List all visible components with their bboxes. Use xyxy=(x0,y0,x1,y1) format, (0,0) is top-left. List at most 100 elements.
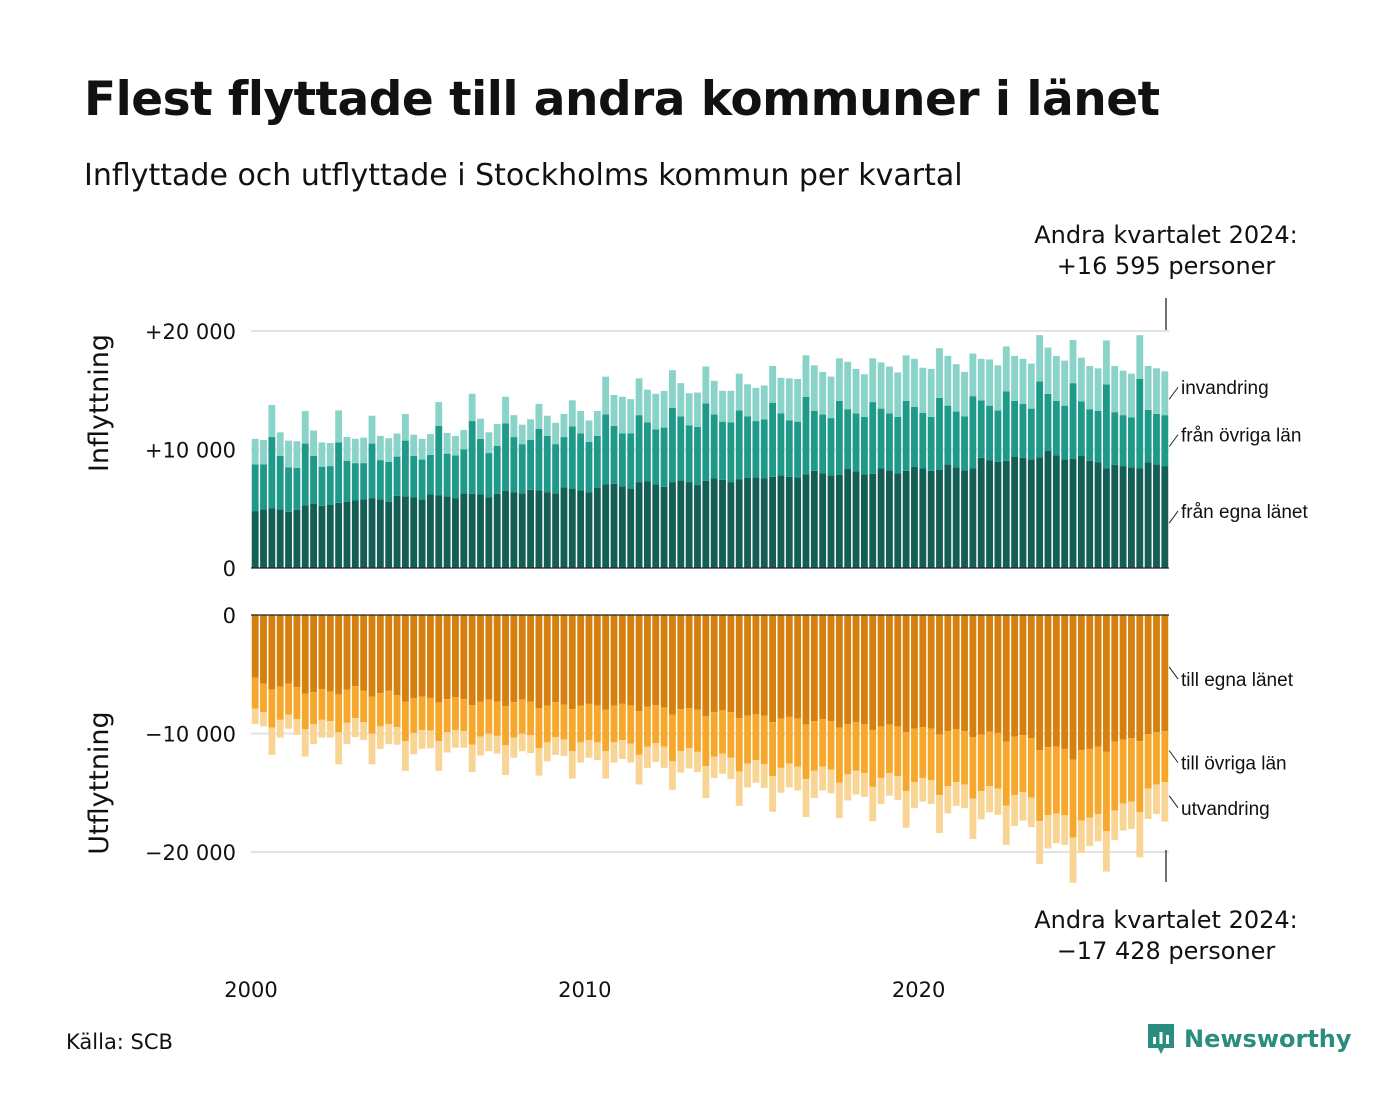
bar-out-till-ovriga-lan xyxy=(819,719,827,767)
bar-out-utvandring xyxy=(886,773,893,796)
bar-in-fran-ovriga-lan xyxy=(869,402,877,474)
bar-in-invandring xyxy=(994,365,1002,411)
bar-in-fran-egna-lanet xyxy=(1086,460,1094,568)
bar-out-utvandring xyxy=(1102,831,1110,872)
bar-out-till-ovriga-lan xyxy=(1136,741,1144,813)
bar-out-utvandring xyxy=(702,766,710,799)
inflow-series-label: invandring xyxy=(1181,378,1269,399)
bar-out-utvandring xyxy=(944,786,952,814)
bar-in-invandring xyxy=(602,376,610,415)
bar-out-utvandring xyxy=(860,773,868,797)
bar-out-utvandring xyxy=(652,742,660,762)
bar-out-till-ovriga-lan xyxy=(568,709,576,752)
bar-out-till-egna-lanet xyxy=(1002,615,1010,742)
bar-out-till-egna-lanet xyxy=(819,615,827,720)
bar-in-invandring xyxy=(1136,335,1144,379)
bar-out-till-egna-lanet xyxy=(460,615,468,700)
bar-in-fran-egna-lanet xyxy=(477,494,484,568)
bar-in-fran-ovriga-lan xyxy=(385,461,393,502)
bar-out-utvandring xyxy=(1002,805,1010,845)
bar-in-invandring xyxy=(435,402,443,426)
bar-in-invandring xyxy=(351,438,359,464)
bar-out-till-ovriga-lan xyxy=(310,692,318,725)
bar-in-invandring xyxy=(460,429,468,450)
outflow-bars xyxy=(251,615,1169,883)
bar-in-fran-egna-lanet xyxy=(794,477,802,568)
chart-title: Flest flyttade till andra kommuner i län… xyxy=(84,72,1160,127)
bar-out-till-ovriga-lan xyxy=(735,718,743,772)
bar-out-till-ovriga-lan xyxy=(452,697,459,730)
bar-out-till-ovriga-lan xyxy=(643,706,651,747)
bar-in-fran-ovriga-lan xyxy=(719,421,726,480)
bar-in-fran-egna-lanet xyxy=(410,497,418,568)
annotation-in-value: +16 595 personer xyxy=(1057,252,1276,280)
bar-in-fran-ovriga-lan xyxy=(376,460,384,500)
bar-in-invandring xyxy=(977,358,985,401)
bar-out-till-egna-lanet xyxy=(635,615,643,711)
bar-in-invandring xyxy=(710,380,718,415)
bar-in-invandring xyxy=(552,422,560,445)
bar-out-utvandring xyxy=(710,756,718,778)
bar-in-invandring xyxy=(1036,335,1044,382)
bar-out-utvandring xyxy=(994,788,1002,815)
bar-in-invandring xyxy=(835,358,843,401)
bar-in-fran-egna-lanet xyxy=(844,469,852,568)
bar-out-utvandring xyxy=(1144,788,1152,819)
bar-out-till-egna-lanet xyxy=(602,615,610,710)
bar-in-fran-egna-lanet xyxy=(1136,468,1144,568)
bar-out-till-ovriga-lan xyxy=(385,690,393,725)
bar-in-invandring xyxy=(368,415,376,444)
bar-in-invandring xyxy=(1077,357,1085,402)
bar-out-utvandring xyxy=(643,746,651,768)
bar-out-till-egna-lanet xyxy=(1027,615,1035,739)
bar-in-fran-ovriga-lan xyxy=(1128,417,1135,468)
bar-out-utvandring xyxy=(785,763,793,788)
bar-out-utvandring xyxy=(351,718,359,738)
bar-out-utvandring xyxy=(468,744,476,773)
bar-out-till-egna-lanet xyxy=(1128,615,1135,739)
bar-in-fran-ovriga-lan xyxy=(635,415,643,483)
bar-in-fran-ovriga-lan xyxy=(1077,401,1085,457)
annotation-in-label: Andra kvartalet 2024: xyxy=(1034,221,1298,249)
bar-out-till-egna-lanet xyxy=(393,615,401,695)
outflow-label-leader xyxy=(1168,750,1179,763)
bar-in-fran-ovriga-lan xyxy=(560,437,568,488)
bar-in-fran-egna-lanet xyxy=(627,488,635,568)
bar-in-fran-ovriga-lan xyxy=(343,460,351,502)
bar-out-till-egna-lanet xyxy=(769,615,777,723)
bar-out-utvandring xyxy=(552,737,560,755)
bar-in-fran-ovriga-lan xyxy=(994,410,1002,462)
bar-in-fran-ovriga-lan xyxy=(860,416,868,475)
bar-in-fran-egna-lanet xyxy=(385,501,393,568)
bar-out-utvandring xyxy=(1094,814,1102,842)
bar-out-till-egna-lanet xyxy=(643,615,651,707)
bar-in-fran-ovriga-lan xyxy=(886,413,893,471)
bar-out-till-ovriga-lan xyxy=(460,699,468,732)
bar-in-invandring xyxy=(986,359,993,406)
bar-out-till-egna-lanet xyxy=(1077,615,1085,751)
bar-in-fran-ovriga-lan xyxy=(543,435,551,493)
bar-in-fran-egna-lanet xyxy=(310,504,318,568)
bar-in-invandring xyxy=(527,419,534,441)
bar-out-till-ovriga-lan xyxy=(510,702,518,738)
bar-out-utvandring xyxy=(660,746,668,768)
bar-in-invandring xyxy=(810,365,818,411)
bar-in-fran-ovriga-lan xyxy=(460,449,468,494)
bar-in-fran-ovriga-lan xyxy=(1061,405,1069,460)
bar-out-till-egna-lanet xyxy=(785,615,793,717)
bar-out-utvandring xyxy=(685,748,693,769)
bar-in-fran-ovriga-lan xyxy=(310,456,318,505)
bar-in-fran-egna-lanet xyxy=(810,470,818,568)
bar-in-invandring xyxy=(1027,363,1035,409)
bar-out-till-egna-lanet xyxy=(835,615,843,728)
bar-out-till-ovriga-lan xyxy=(1144,734,1152,789)
bar-in-invandring xyxy=(769,365,777,403)
bar-out-till-ovriga-lan xyxy=(886,724,893,774)
bar-in-invandring xyxy=(944,355,952,406)
bar-out-till-ovriga-lan xyxy=(1044,747,1052,816)
bar-in-fran-egna-lanet xyxy=(285,511,292,568)
bar-in-invandring xyxy=(860,374,868,417)
bar-in-fran-egna-lanet xyxy=(760,478,768,568)
bar-out-till-ovriga-lan xyxy=(777,718,785,768)
bar-in-invandring xyxy=(318,442,326,467)
